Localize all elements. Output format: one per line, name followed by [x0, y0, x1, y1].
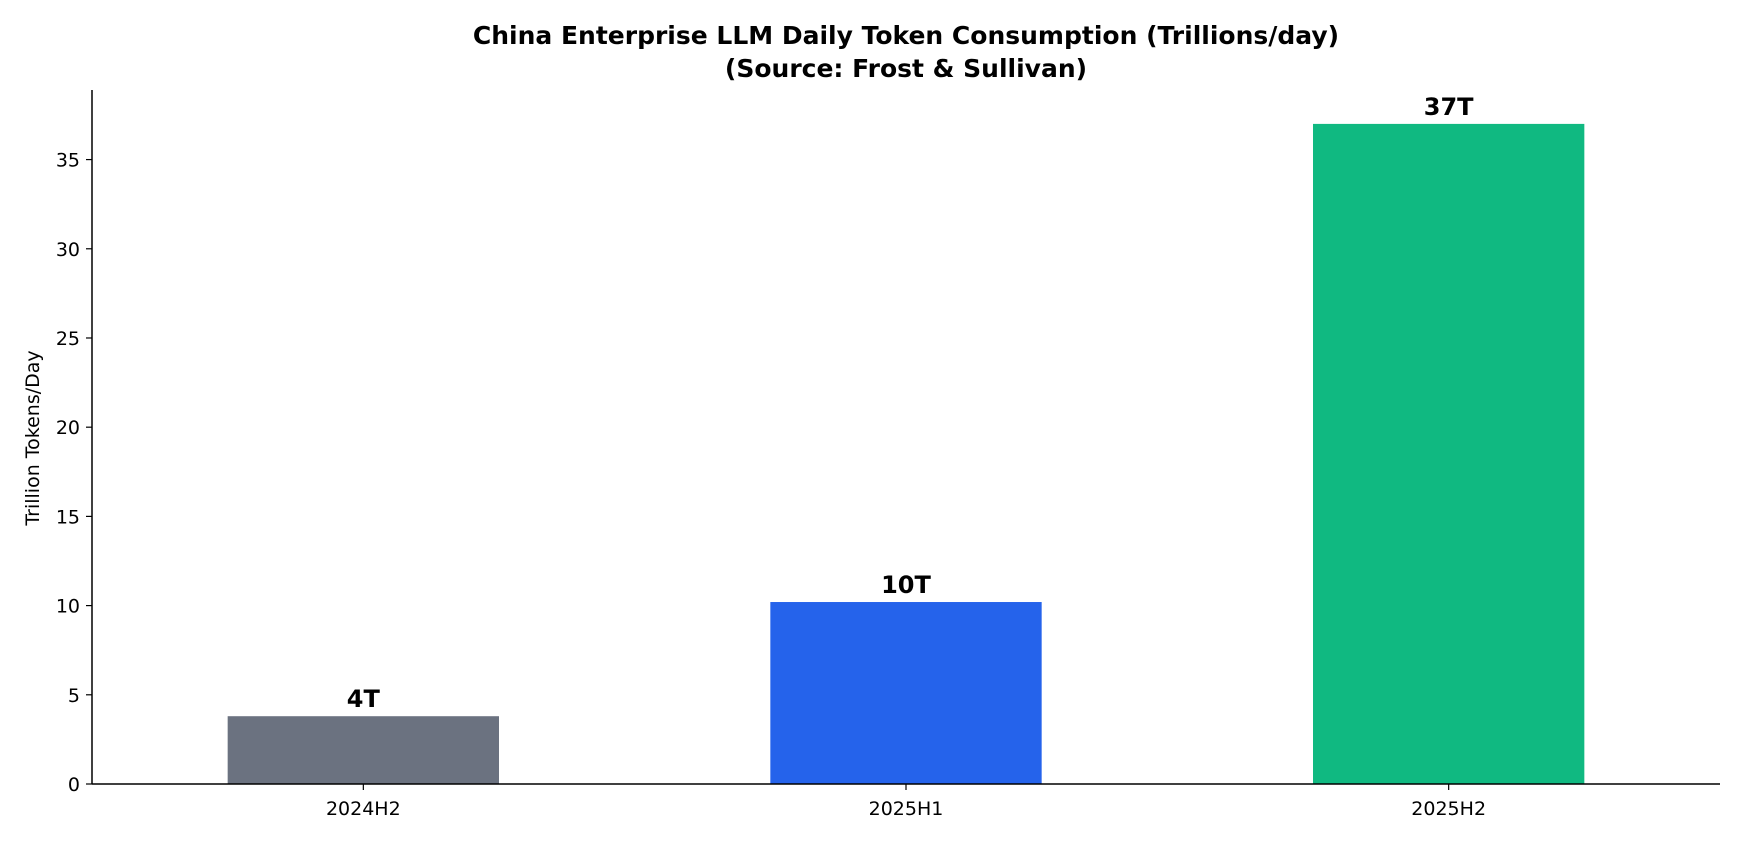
y-tick-label: 5: [68, 685, 80, 707]
chart-subtitle: (Source: Frost & Sullivan): [725, 54, 1087, 83]
bar-2025H2: [1313, 123, 1585, 785]
y-axis-label: Trillion Tokens/Day: [22, 350, 44, 526]
y-tick-label: 20: [56, 417, 80, 439]
y-tick-label: 35: [56, 150, 80, 172]
y-tick-label: 10: [56, 596, 80, 618]
bar-2024H2: [227, 716, 499, 784]
y-tick-label: 30: [56, 239, 80, 261]
data-label-2025H1: 10T: [881, 571, 931, 599]
bars-group: 4T 10T 37T: [227, 93, 1585, 785]
y-tick-label: 15: [56, 506, 80, 528]
y-ticks-group: 0 5 10 15 20 25 30 35: [56, 150, 92, 796]
bar-2025H1: [770, 602, 1042, 784]
x-ticks-group: 2024H2 2025H1 2025H2: [326, 784, 1486, 820]
y-tick-label: 0: [68, 774, 80, 796]
x-tick-label: 2025H1: [869, 798, 944, 820]
data-label-2025H2: 37T: [1424, 93, 1474, 121]
x-tick-label: 2024H2: [326, 798, 401, 820]
data-label-2024H2: 4T: [347, 685, 381, 713]
chart-title: China Enterprise LLM Daily Token Consump…: [473, 21, 1339, 50]
y-tick-label: 25: [56, 328, 80, 350]
x-tick-label: 2025H2: [1411, 798, 1486, 820]
